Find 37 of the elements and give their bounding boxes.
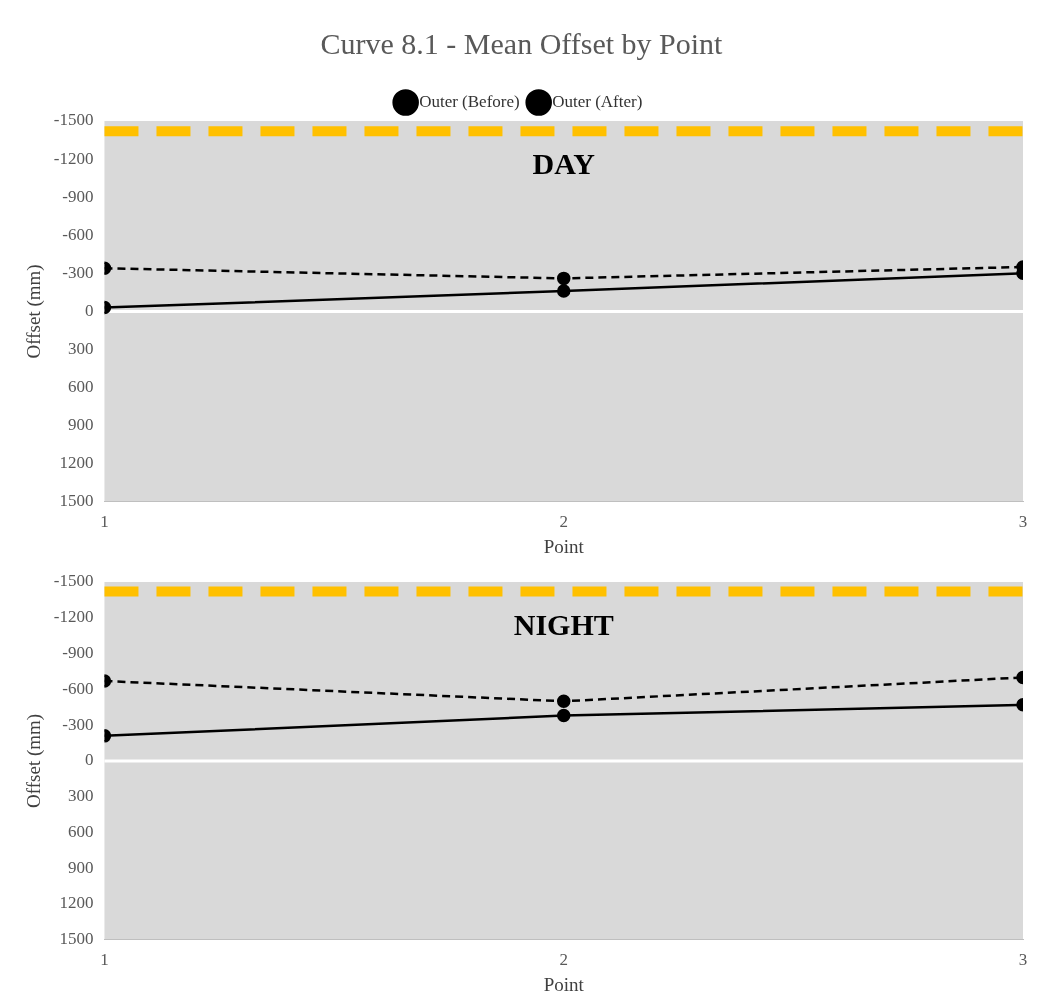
x-tick-label: 1 <box>100 950 109 970</box>
y-tick-label: -900 <box>62 186 94 206</box>
y-tick-label: 1200 <box>59 893 94 913</box>
y-tick-label: -300 <box>62 262 94 282</box>
y-tick-label: 600 <box>67 821 94 841</box>
y-tick-label: -1500 <box>53 571 94 591</box>
y-tick-label: 0 <box>84 300 94 320</box>
chart-title: Curve 8.1 - Mean Offset by Point <box>320 26 724 60</box>
y-tick-label: 1500 <box>59 929 94 949</box>
y-tick-label: -900 <box>62 643 94 663</box>
y-axis-title: Offset (mm) <box>23 713 46 808</box>
y-tick-label: 300 <box>67 786 94 806</box>
y-tick-label: 300 <box>67 338 94 358</box>
x-tick-label: 1 <box>100 512 109 532</box>
y-tick-label: -600 <box>62 678 94 698</box>
x-tick-label: 2 <box>559 950 568 970</box>
y-tick-label: 0 <box>84 750 94 770</box>
y-tick-label: -600 <box>62 224 94 244</box>
y-axis-title: Offset (mm) <box>23 264 46 359</box>
annotation: NIGHT <box>513 607 614 641</box>
annotation: DAY <box>532 146 596 180</box>
x-axis-title: Point <box>543 535 585 557</box>
legend-label: Outer (Before) <box>419 91 520 111</box>
y-tick-label: -1500 <box>53 110 94 130</box>
y-tick-label: 1500 <box>59 491 94 511</box>
y-tick-label: -300 <box>62 714 94 734</box>
y-tick-label: -1200 <box>53 607 94 627</box>
y-tick-label: 1200 <box>59 453 94 473</box>
x-tick-label: 3 <box>1018 950 1028 970</box>
y-tick-label: 900 <box>67 857 94 877</box>
y-tick-label: -1200 <box>53 148 94 168</box>
x-tick-label: 3 <box>1018 512 1028 532</box>
x-tick-label: 2 <box>559 512 568 532</box>
x-axis-title: Point <box>543 973 585 995</box>
y-tick-label: 600 <box>67 377 94 397</box>
legend-label: Outer (After) <box>552 91 643 111</box>
y-tick-label: 900 <box>67 415 94 435</box>
